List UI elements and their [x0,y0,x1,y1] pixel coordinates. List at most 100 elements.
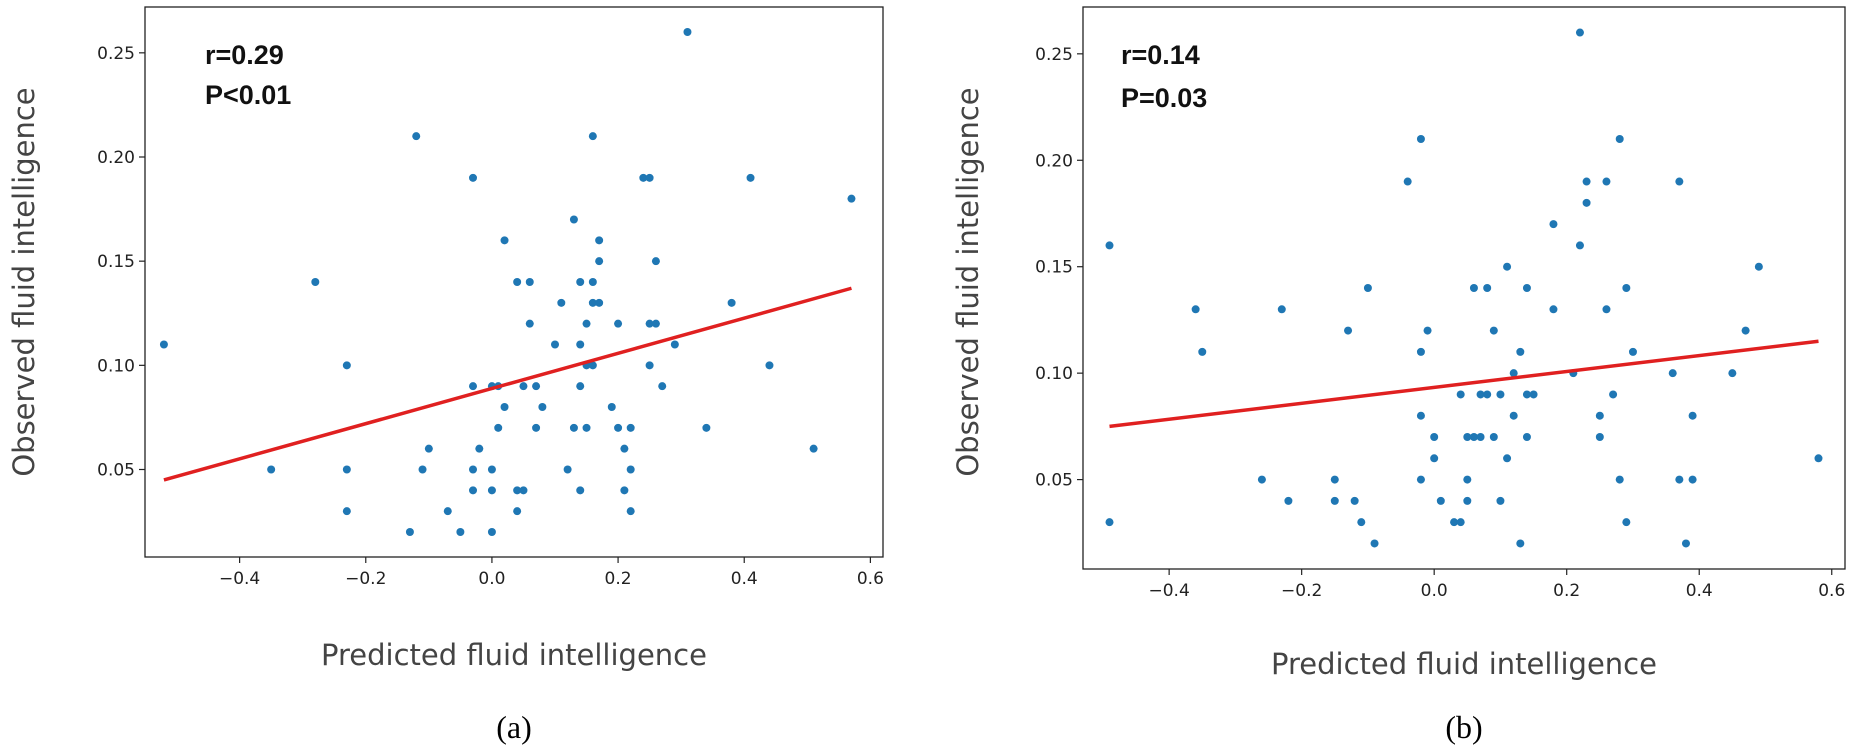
data-point [576,278,585,286]
data-point [588,361,597,370]
data-point [1330,496,1339,505]
data-point [525,278,534,286]
data-point [1496,390,1505,399]
data-point [626,507,635,516]
regression-line [1109,339,1819,429]
data-point [469,173,477,182]
y-tick-label: 0.20 [1035,151,1073,171]
data-point [1609,390,1618,399]
data-point [1503,454,1512,463]
data-point [513,486,522,495]
data-point [576,486,585,495]
data-point [1549,305,1558,314]
data-point [1357,518,1366,527]
y-tick-label: 0.20 [97,148,135,168]
correlation-annotation: r=0.29 [205,40,284,70]
data-point [418,465,427,474]
data-point [658,382,667,391]
data-point [475,444,484,453]
data-point [569,423,578,432]
data-point [532,382,541,391]
data-point [1257,475,1266,484]
data-point [519,382,528,391]
data-point [645,173,654,182]
data-point [267,465,276,474]
data-point [1450,518,1459,527]
data-point [159,340,168,349]
data-point [469,382,477,391]
y-axis-label: Observed fluid intelligence [951,87,985,476]
x-tick-label: 0.2 [605,569,632,589]
data-point [620,486,629,495]
data-point [487,528,496,536]
data-point [1529,390,1538,399]
data-point [1476,390,1485,399]
y-tick-label: 0.05 [1035,471,1073,491]
data-point [1622,284,1631,292]
data-point [1416,411,1425,420]
data-point [588,278,597,286]
data-point [1575,241,1584,250]
y-tick-label: 0.15 [1035,258,1073,278]
data-point [1582,177,1591,186]
data-point [1198,347,1207,356]
correlation-annotation: r=0.14 [1121,40,1200,70]
data-point [569,215,578,224]
x-tick-label: 0.2 [1553,581,1580,601]
data-point [1430,454,1439,463]
data-point [1522,390,1531,399]
data-point [1476,433,1485,442]
data-point [727,298,736,307]
data-point [557,298,566,307]
data-point [607,403,616,411]
data-point [538,403,547,411]
data-point [342,361,351,370]
data-point [645,319,654,328]
data-point [847,194,856,203]
data-point [1602,177,1611,186]
data-point [1516,539,1525,548]
x-tick-label: 0.4 [731,569,758,589]
data-point [1754,262,1763,271]
data-point [1688,475,1697,484]
data-point [626,465,635,474]
data-point [1456,390,1465,399]
data-point [500,236,509,245]
data-point [412,132,421,141]
data-point [469,465,477,474]
data-point [563,465,572,474]
data-point [1582,198,1591,207]
data-point [614,423,623,432]
data-point [1370,539,1379,548]
regression-line [163,286,852,482]
data-point [1814,454,1823,463]
data-point [1595,411,1604,420]
data-point [1675,475,1684,484]
data-point [702,423,711,432]
data-point [487,465,496,474]
data-point [532,423,541,432]
data-point [1284,496,1293,505]
data-point [651,257,660,266]
data-point [588,298,597,307]
data-point [1344,326,1353,335]
data-point [519,486,528,495]
data-point [620,444,629,453]
x-tick-label: 0.4 [1686,581,1713,601]
data-point [551,340,559,349]
data-point [1436,496,1445,505]
data-point [469,486,477,495]
x-tick-label: 0.6 [1818,581,1845,601]
x-tick-label: −0.4 [1148,581,1189,601]
data-point [1522,284,1531,292]
x-tick-label: −0.2 [345,569,386,589]
chart-panel-b: −0.4 −0.2 0.0 0.2 0.4 0.6 0.05 0.10 0.15 0.20 0.25… [951,6,1846,745]
data-point [525,319,534,328]
data-point [1469,433,1478,442]
data-point [746,173,755,182]
data-point [1503,262,1512,271]
data-point [651,319,660,328]
x-tick-label: 0.0 [1421,581,1448,601]
y-tick-label: 0.15 [97,252,135,272]
